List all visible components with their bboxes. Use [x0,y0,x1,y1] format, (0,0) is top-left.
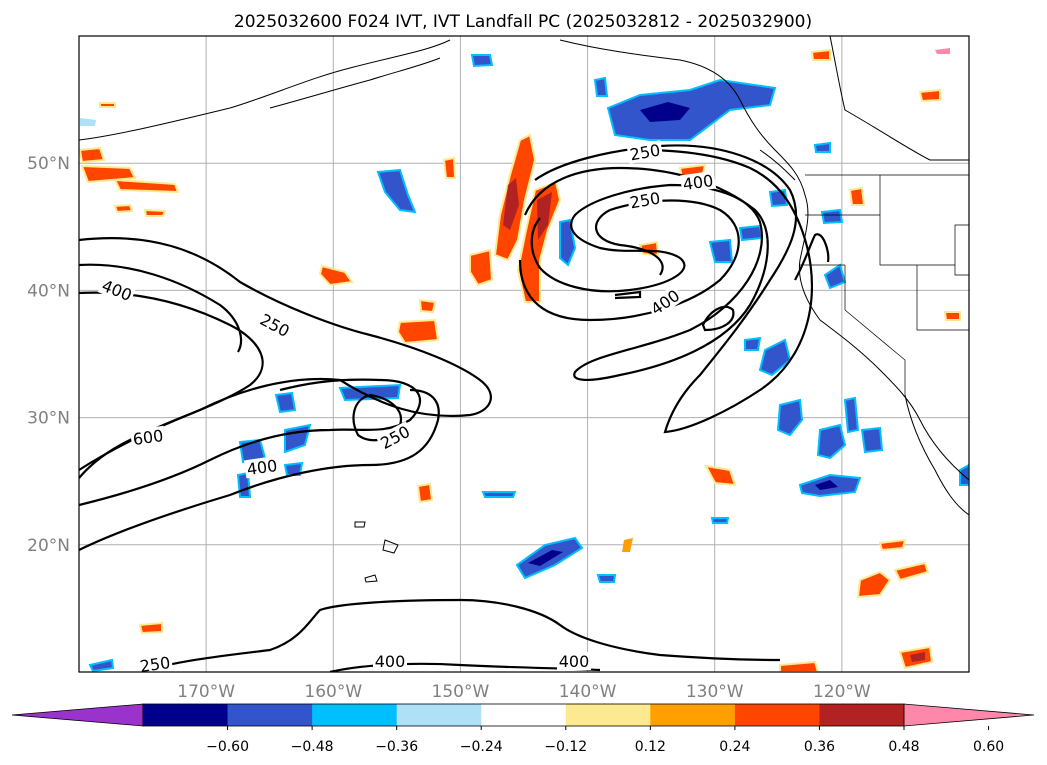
colorbar: −0.60 −0.48 −0.36 −0.24 −0.12 0.12 0.24 0.36 0.4… [11,703,1035,755]
colorbar-extend-low [11,703,144,727]
colorbar-swatch [650,704,736,726]
colorbar-swatch [481,704,567,726]
contour-label-bg [626,140,664,164]
colorbar-swatch [565,704,651,726]
contour-label: 400 [559,652,590,671]
colorbar-swatch [227,704,313,726]
contour-label-bg [557,652,591,670]
lat-tick-label: 40°N [27,281,70,301]
lat-tick-label: 50°N [27,154,70,174]
lat-tick-label: 20°N [27,536,70,556]
colorbar-extend-high [903,703,1035,727]
colorbar-tick-label: −0.24 [460,739,503,755]
contour-label-bg [679,170,717,194]
pc-shading [79,48,969,672]
colorbar-tick-label: 0.12 [635,739,666,755]
positive-patches [79,48,961,672]
contour-label: 400 [246,456,279,479]
contour-label: 400 [682,171,715,194]
colorbar-swatch [819,704,905,726]
colorbar-swatch [396,704,482,726]
contour-label-bg [375,421,415,453]
contour-label-bg [97,275,137,305]
lon-tick-label: 120°W [813,682,871,702]
lon-tick-label: 160°W [304,682,362,702]
colorbar-tick-label: −0.36 [375,739,418,755]
contour-label: 400 [375,652,406,671]
state-borders [800,174,969,395]
colorbar-swatch [143,704,229,726]
contour-label-bg [129,425,167,449]
colorbar-tick-label: 0.24 [719,739,750,755]
contour-label-bg [645,284,685,320]
figure-title: 2025032600 F024 IVT, IVT Landfall PC (20… [234,12,812,32]
negative-patches [80,54,969,672]
contour-label-bg [255,309,295,341]
colorbar-swatch [312,704,398,726]
lon-tick-label: 150°W [432,682,490,702]
colorbar-swatch [734,704,820,726]
colorbar-frame [142,703,905,727]
coastlines [79,36,969,583]
colorbar-tick-label: 0.48 [888,739,919,755]
colorbar-tick-label: −0.12 [544,739,587,755]
longitude-labels: 170°W 160°W 150°W 140°W 130°W 120°W [177,682,871,702]
colorbar-tick-label: −0.60 [206,739,249,755]
latitude-labels: 20°N 30°N 40°N 50°N [27,154,70,556]
colorbar-tick-label: 0.60 [973,739,1004,755]
map-frame [78,35,970,673]
lon-tick-label: 130°W [686,682,744,702]
contour-label-bg [373,652,407,670]
contour-label-bg [626,188,664,212]
ivt-contours [79,144,830,672]
lon-tick-label: 170°W [177,682,235,702]
contour-label-bg [136,652,174,672]
colorbar-tick-label: 0.36 [804,739,835,755]
contour-label: 250 [139,653,172,676]
lat-tick-label: 30°N [27,409,70,429]
contour-label: 600 [132,426,165,449]
contour-label-bg [243,455,281,479]
colorbar-tick-label: −0.48 [291,739,334,755]
lon-tick-label: 140°W [559,682,617,702]
